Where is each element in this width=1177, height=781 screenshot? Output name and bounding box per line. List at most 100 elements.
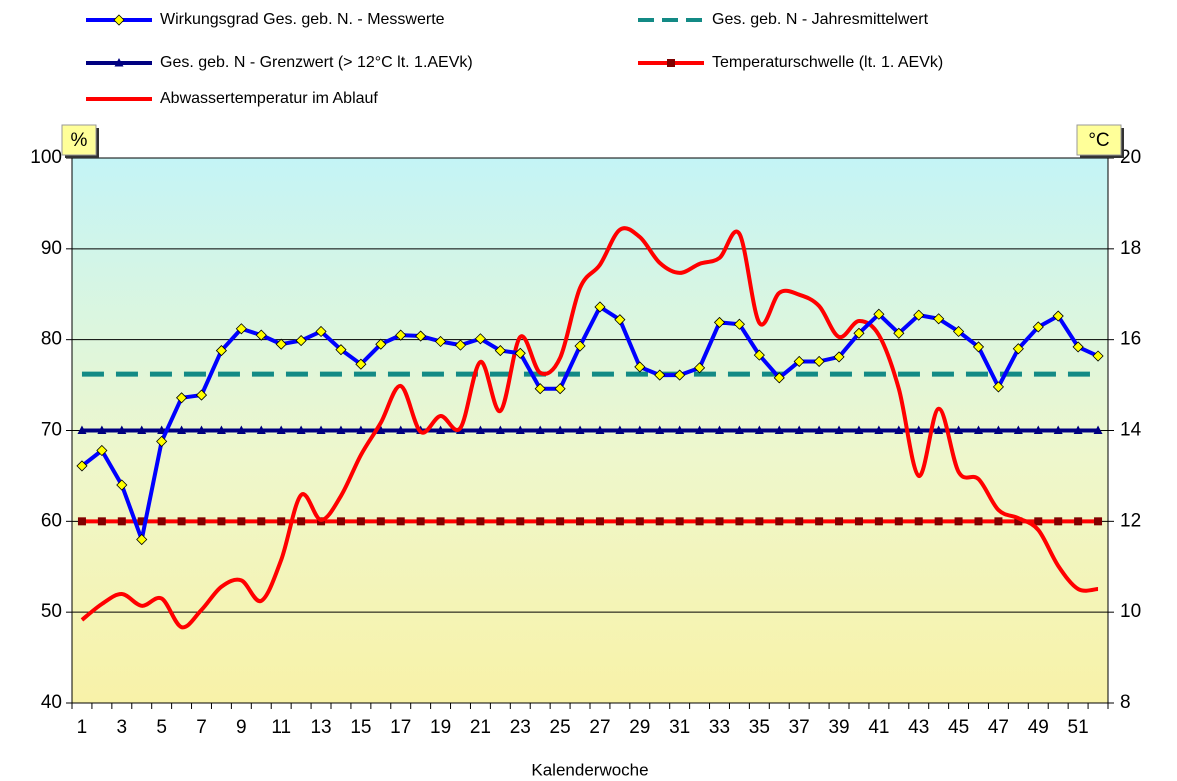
marker (755, 517, 764, 526)
marker (775, 517, 784, 526)
marker (316, 425, 326, 434)
marker (733, 318, 745, 330)
marker (295, 335, 307, 347)
marker (913, 309, 925, 321)
marker (974, 517, 983, 526)
marker (1094, 517, 1103, 526)
marker (96, 444, 108, 457)
marker (873, 308, 885, 320)
marker (136, 533, 148, 546)
marker (117, 425, 127, 434)
marker (1054, 517, 1063, 526)
marker (1073, 425, 1083, 434)
legend-label: Temperaturschwelle (lt. 1. AEVk) (712, 54, 943, 71)
marker (754, 425, 764, 434)
marker (495, 425, 505, 434)
marker (753, 349, 765, 361)
marker (835, 517, 844, 526)
marker (435, 335, 447, 348)
marker (953, 325, 965, 338)
marker (494, 345, 506, 357)
marker (1053, 425, 1063, 434)
marker (834, 425, 844, 434)
marker (833, 351, 845, 363)
marker (415, 330, 427, 342)
y-tick-label: 40 (41, 692, 62, 713)
marker (894, 425, 904, 434)
y2-tick-label: 12 (1120, 510, 1141, 531)
unit-box (61, 124, 97, 156)
marker (954, 517, 963, 526)
x-tick-label: 49 (1028, 717, 1049, 738)
marker (416, 517, 425, 526)
marker (216, 425, 226, 434)
legend-label: Ges. geb. N - Grenzwert (> 12°C lt. 1.AE… (160, 54, 473, 71)
marker (954, 425, 964, 434)
y2-tick-label: 20 (1120, 147, 1141, 168)
marker (76, 460, 88, 472)
marker (336, 425, 346, 434)
marker (934, 425, 944, 434)
marker (515, 425, 525, 434)
marker (914, 425, 924, 434)
marker (575, 425, 585, 434)
marker (375, 338, 387, 350)
marker (474, 333, 486, 345)
marker (177, 517, 186, 526)
y2-tick-label: 16 (1120, 329, 1141, 350)
marker (436, 517, 445, 526)
legend-marker (667, 59, 675, 67)
marker (215, 345, 227, 357)
marker (177, 425, 187, 434)
marker (197, 425, 206, 434)
x-tick-label: 11 (271, 717, 291, 738)
x-tick-label: 19 (430, 717, 451, 738)
marker (854, 517, 863, 526)
x-tick-label: 13 (310, 717, 331, 738)
marker (356, 517, 365, 526)
marker (456, 517, 465, 526)
marker (235, 323, 247, 335)
marker (315, 325, 327, 338)
marker (735, 517, 744, 526)
marker (97, 517, 106, 526)
marker (554, 383, 566, 395)
marker (655, 517, 664, 526)
y-tick-label: 80 (41, 329, 62, 350)
marker (654, 369, 666, 381)
series-line (80, 304, 1099, 542)
legend-label: Wirkungsgrad Ges. geb. N. - Messwerte (160, 11, 445, 28)
marker (117, 517, 126, 526)
marker (496, 517, 505, 526)
marker (773, 372, 785, 384)
marker (715, 425, 724, 434)
marker (256, 425, 266, 434)
marker (795, 517, 804, 526)
marker (675, 425, 685, 434)
marker (176, 392, 188, 404)
legend-marker (114, 58, 124, 67)
x-tick-label: 5 (156, 717, 167, 738)
x-tick-label: 29 (629, 717, 650, 738)
marker (534, 383, 546, 395)
marker (1013, 425, 1023, 434)
marker (695, 425, 705, 434)
marker (195, 389, 208, 401)
y2-tick-label: 10 (1120, 601, 1141, 622)
y-tick-label: 90 (41, 238, 62, 259)
y-tick-label: 70 (41, 420, 62, 441)
marker (116, 479, 128, 491)
marker (894, 517, 903, 526)
legend-marker (113, 14, 125, 26)
marker (774, 425, 784, 434)
marker (1033, 425, 1043, 434)
marker (854, 425, 864, 434)
marker (536, 517, 545, 526)
marker (814, 425, 824, 434)
y-unit: % (71, 130, 88, 151)
x-tick-label: 23 (510, 717, 531, 738)
x-tick-label: 7 (196, 717, 207, 738)
unit-box (1076, 124, 1122, 156)
marker (396, 517, 405, 526)
marker (594, 301, 606, 313)
